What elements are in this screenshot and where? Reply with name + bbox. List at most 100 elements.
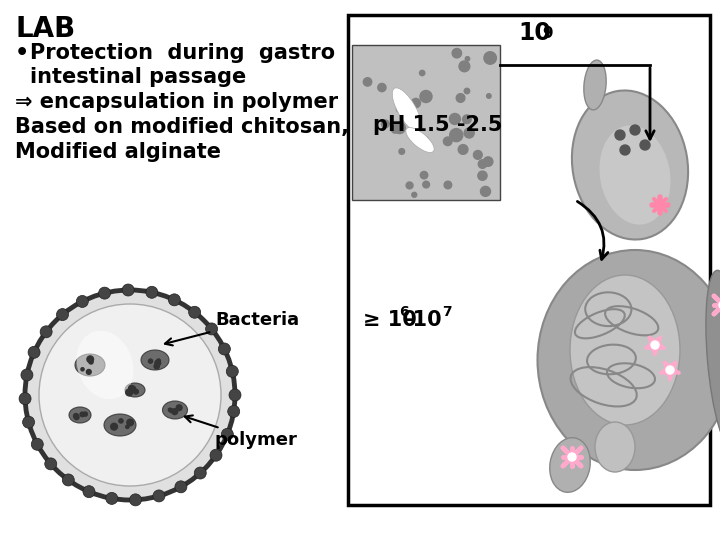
Circle shape (148, 359, 153, 363)
Circle shape (40, 326, 52, 338)
Circle shape (450, 129, 463, 141)
Circle shape (484, 52, 496, 64)
Circle shape (474, 151, 482, 159)
Ellipse shape (406, 127, 434, 152)
Circle shape (206, 323, 217, 335)
Circle shape (392, 126, 399, 133)
Circle shape (378, 83, 386, 92)
Circle shape (56, 308, 68, 321)
Circle shape (218, 343, 230, 355)
Circle shape (462, 115, 471, 124)
Circle shape (408, 124, 420, 136)
Circle shape (131, 386, 135, 390)
Circle shape (226, 366, 238, 377)
Circle shape (28, 346, 40, 359)
Circle shape (229, 389, 241, 401)
Ellipse shape (550, 438, 590, 492)
Text: Bacteria: Bacteria (165, 311, 299, 346)
Circle shape (651, 341, 659, 349)
Circle shape (194, 467, 206, 479)
Circle shape (157, 359, 161, 362)
Text: Protection  during  gastro: Protection during gastro (30, 43, 335, 63)
Circle shape (80, 412, 84, 416)
Circle shape (210, 449, 222, 461)
Text: 6: 6 (399, 305, 409, 319)
Circle shape (153, 490, 165, 502)
Text: -10: -10 (405, 310, 443, 330)
Circle shape (420, 171, 428, 179)
Text: •: • (15, 43, 30, 63)
Text: 9: 9 (542, 26, 553, 41)
Text: LAB: LAB (15, 15, 76, 43)
Circle shape (81, 368, 84, 371)
Circle shape (417, 136, 429, 148)
Ellipse shape (595, 422, 635, 472)
Circle shape (411, 98, 420, 107)
Circle shape (478, 160, 487, 168)
Circle shape (630, 125, 640, 135)
Ellipse shape (141, 350, 169, 370)
Ellipse shape (600, 125, 670, 225)
Circle shape (172, 409, 178, 415)
Circle shape (83, 485, 95, 498)
Circle shape (465, 57, 469, 61)
Circle shape (175, 481, 187, 493)
Circle shape (458, 145, 468, 154)
Circle shape (449, 113, 460, 124)
Circle shape (420, 91, 432, 103)
Ellipse shape (706, 271, 720, 450)
Circle shape (99, 287, 111, 299)
Circle shape (154, 364, 159, 369)
Circle shape (615, 130, 625, 140)
Circle shape (130, 494, 142, 506)
Circle shape (168, 294, 181, 306)
Circle shape (221, 428, 233, 440)
Circle shape (456, 93, 465, 103)
Circle shape (84, 412, 87, 416)
Circle shape (45, 458, 57, 470)
Circle shape (382, 120, 389, 127)
Circle shape (74, 415, 79, 420)
Text: ≥ 10: ≥ 10 (363, 310, 417, 330)
Circle shape (176, 405, 182, 410)
Ellipse shape (76, 331, 133, 399)
Circle shape (399, 148, 405, 154)
Circle shape (464, 88, 469, 94)
Circle shape (620, 145, 630, 155)
Ellipse shape (392, 88, 422, 132)
Circle shape (129, 386, 134, 391)
Circle shape (640, 140, 650, 150)
Circle shape (31, 438, 43, 450)
Circle shape (420, 70, 425, 76)
Circle shape (19, 393, 31, 404)
Text: 10: 10 (518, 21, 551, 45)
Ellipse shape (163, 401, 187, 419)
Circle shape (73, 414, 78, 418)
Ellipse shape (572, 91, 688, 240)
Circle shape (423, 181, 430, 188)
Ellipse shape (538, 250, 720, 470)
Text: pH 1.5 -2.5: pH 1.5 -2.5 (373, 115, 503, 135)
Circle shape (169, 409, 174, 413)
Circle shape (76, 295, 89, 307)
Circle shape (478, 171, 487, 180)
Circle shape (25, 290, 235, 500)
Circle shape (487, 94, 491, 98)
Circle shape (412, 192, 417, 197)
Circle shape (397, 106, 402, 112)
Circle shape (719, 301, 720, 309)
Circle shape (168, 408, 171, 411)
Bar (352, 45, 500, 200)
FancyArrowPatch shape (577, 201, 608, 259)
Circle shape (39, 304, 221, 486)
Circle shape (119, 419, 123, 423)
Text: Based on modified chitosan,: Based on modified chitosan, (15, 117, 349, 137)
Circle shape (126, 389, 132, 396)
Ellipse shape (104, 414, 136, 436)
Circle shape (106, 492, 118, 504)
Circle shape (480, 186, 490, 197)
Circle shape (126, 425, 129, 428)
Text: polymer: polymer (185, 415, 298, 449)
Circle shape (568, 453, 576, 461)
Circle shape (444, 181, 451, 189)
